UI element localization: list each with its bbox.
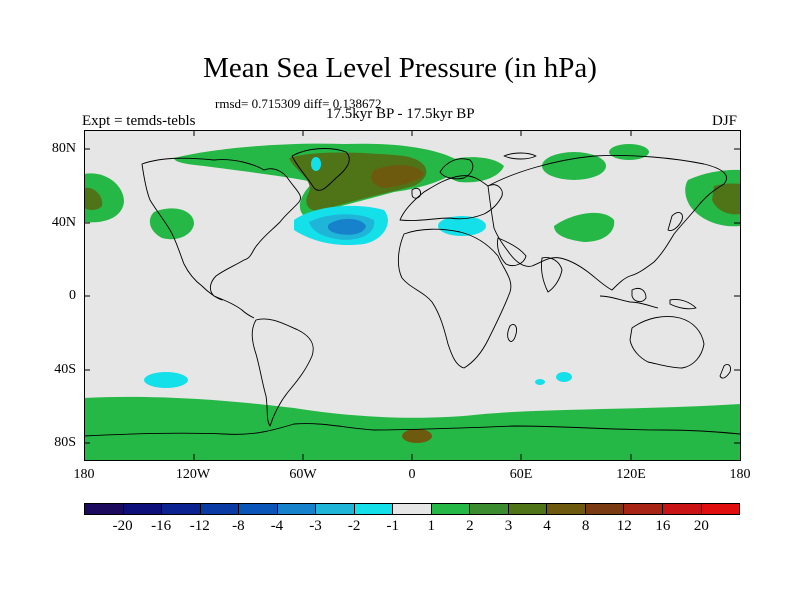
arctic-positive-patch-2 <box>609 144 649 160</box>
madagascar-coast <box>507 323 517 342</box>
borneo-coast <box>631 287 647 303</box>
colorbar-swatch <box>123 504 163 514</box>
antarctic-positive-core <box>402 429 432 443</box>
colorbar-swatch <box>85 504 124 514</box>
lat-label-40n: 40N <box>51 215 76 230</box>
colorbar-swatch <box>354 504 394 514</box>
lon-label-60w: 60W <box>289 467 317 482</box>
southern-ocean-positive-band <box>84 396 740 460</box>
colorbar-label: -12 <box>189 518 210 534</box>
tick-marks <box>84 130 740 460</box>
colorbar <box>84 503 740 515</box>
colorbar-label: 2 <box>466 518 474 534</box>
colorbar-label: 16 <box>655 518 671 534</box>
greenland-coast <box>291 148 350 191</box>
antarctica-coast <box>84 423 741 437</box>
lon-label-0: 0 <box>408 467 416 482</box>
colorbar-swatch <box>239 504 278 514</box>
arctic-islands-coast <box>503 152 537 160</box>
colorbar-label: 3 <box>504 518 513 534</box>
stats-text: rmsd= 0.715309 diff= 0.138672 <box>215 96 382 111</box>
colorbar-swatch <box>508 504 548 514</box>
lat-label-0: 0 <box>69 288 76 303</box>
map-panel <box>84 130 741 461</box>
asia-positive <box>554 212 615 242</box>
lon-label-120e: 120E <box>616 467 646 482</box>
colorbar-label: 20 <box>693 518 709 534</box>
west-pacific-positive <box>84 173 124 223</box>
south-indian-negative <box>556 372 572 382</box>
colorbar-swatch <box>316 504 355 514</box>
mediterranean-negative <box>438 216 486 236</box>
british-isles-coast <box>411 187 421 199</box>
colorbar-swatch <box>701 504 740 514</box>
lon-label-120w: 120W <box>175 467 211 482</box>
season-label: DJF <box>712 113 738 129</box>
colorbar-label: -16 <box>151 518 172 534</box>
scandinavia-coast <box>439 158 474 180</box>
new-guinea-coast <box>669 299 697 310</box>
colorbar-label: -2 <box>347 518 361 534</box>
north-america-coast <box>141 157 301 301</box>
arctic-positive-patch <box>542 152 606 180</box>
south-pacific-negative <box>144 372 188 388</box>
north-atlantic-positive-peak <box>371 165 424 188</box>
colorbar-swatch <box>585 504 625 514</box>
colorbar-label: -1 <box>386 518 399 534</box>
atlantic-negative-core <box>327 218 366 235</box>
west-pacific-positive-core <box>84 187 103 210</box>
colorbar-swatch <box>470 504 509 514</box>
south-indian-negative-2 <box>535 379 545 385</box>
new-zealand-coast <box>719 363 731 379</box>
south-america-coast <box>251 318 314 427</box>
colorbar-label: -8 <box>232 518 245 534</box>
colorbar-swatch <box>431 504 471 514</box>
australia-coast <box>629 316 705 369</box>
plot-title: Mean Sea Level Pressure (in hPa) <box>203 52 597 84</box>
lat-label-80n: 80N <box>51 141 76 156</box>
lon-label-180w: 180 <box>73 467 95 482</box>
colorbar-label: -20 <box>112 518 133 534</box>
central-america-coast <box>213 295 255 319</box>
colorbar-swatch <box>547 504 586 514</box>
asia-coast <box>487 155 727 291</box>
colorbar-label: 12 <box>616 518 632 534</box>
anomaly-shading <box>84 143 740 460</box>
colorbar-label: 4 <box>543 518 551 534</box>
colorbar-swatch <box>200 504 240 514</box>
africa-coast <box>397 228 512 369</box>
colorbar-swatch <box>662 504 702 514</box>
colorbar-label: 1 <box>427 518 436 534</box>
india-coast <box>541 257 563 293</box>
indonesia-coast <box>599 295 659 309</box>
lon-label-60e: 60E <box>509 467 533 482</box>
colorbar-label: -4 <box>270 518 284 534</box>
coastlines <box>84 148 741 437</box>
colorbar-swatch <box>624 504 663 514</box>
colorbar-swatch <box>393 504 432 514</box>
lat-label-80s: 80S <box>54 435 76 450</box>
colorbar-swatch <box>162 504 201 514</box>
period-text: 17.5kyr BP - 17.5kyr BP <box>326 106 475 122</box>
greenland-negative <box>311 157 321 171</box>
colorbar-label: 8 <box>581 518 590 534</box>
colorbar-label: -3 <box>309 518 322 534</box>
lon-label-180e: 180 <box>729 467 751 482</box>
experiment-label: Expt = temds-tebls <box>82 113 196 129</box>
east-pacific-positive-core <box>712 183 740 215</box>
arabia-coast <box>497 237 527 267</box>
japan-coast <box>667 212 683 231</box>
colorbar-swatch <box>277 504 317 514</box>
lat-label-40s: 40S <box>54 362 76 377</box>
europe-coast <box>399 175 503 221</box>
